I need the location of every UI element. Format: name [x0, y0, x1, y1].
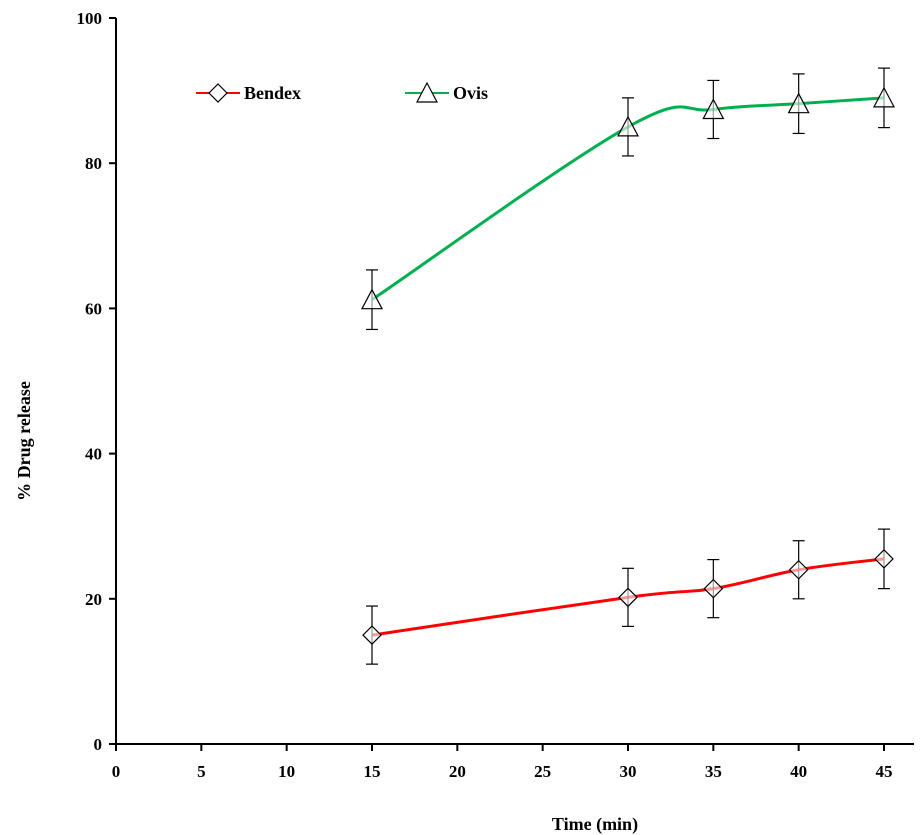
y-axis-title: % Drug release: [14, 381, 34, 501]
series-ovis: [361, 67, 895, 331]
legend-marker-bendex: [208, 83, 228, 103]
legend-item-bendex: Bendex: [196, 83, 301, 103]
y-tick-label: 0: [94, 735, 103, 754]
legend-label-bendex: Bendex: [244, 83, 301, 103]
data-point-ovis: [873, 86, 895, 108]
series-layer: [361, 67, 895, 665]
x-axis-title: Time (min): [552, 814, 638, 835]
series-line-bendex: [371, 557, 885, 637]
data-point-ovis: [787, 92, 810, 114]
data-point-ovis: [702, 98, 725, 120]
data-point-ovis: [617, 115, 639, 137]
series-bendex: [362, 528, 894, 665]
y-tick-label: 80: [85, 154, 102, 173]
data-point-ovis: [361, 288, 383, 310]
x-tick-label: 35: [705, 762, 722, 781]
legend-marker-ovis: [416, 81, 438, 103]
data-point-bendex: [703, 578, 724, 599]
data-point-bendex: [788, 559, 809, 580]
y-tick-label: 20: [85, 590, 102, 609]
series-line-ovis: [371, 96, 885, 301]
x-tick-label: 10: [278, 762, 295, 781]
y-tick-label: 60: [85, 299, 102, 318]
x-tick-label: 20: [449, 762, 466, 781]
data-point-bendex: [874, 549, 894, 569]
data-point-bendex: [618, 587, 638, 608]
x-tick-label: 5: [197, 762, 206, 781]
x-tick-label: 0: [112, 762, 121, 781]
y-tick-label: 100: [77, 9, 103, 28]
y-tick-label: 40: [85, 445, 102, 464]
y-axis-ticks: 0 20 40 60 80 100: [77, 9, 116, 754]
x-tick-label: 30: [620, 762, 637, 781]
data-point-bendex: [362, 625, 382, 645]
x-tick-label: 45: [876, 762, 893, 781]
legend: Bendex Ovis: [196, 81, 488, 103]
legend-item-ovis: Ovis: [405, 81, 488, 103]
x-axis-ticks: 0 5 10 15 20 25 30 35 40 45: [112, 744, 893, 781]
x-tick-label: 25: [534, 762, 551, 781]
x-tick-label: 40: [790, 762, 807, 781]
axes: 0 20 40 60 80 100 0 5 10 15 20 25 30 35 40 45: [77, 9, 914, 781]
x-tick-label: 15: [364, 762, 381, 781]
legend-label-ovis: Ovis: [453, 83, 488, 103]
